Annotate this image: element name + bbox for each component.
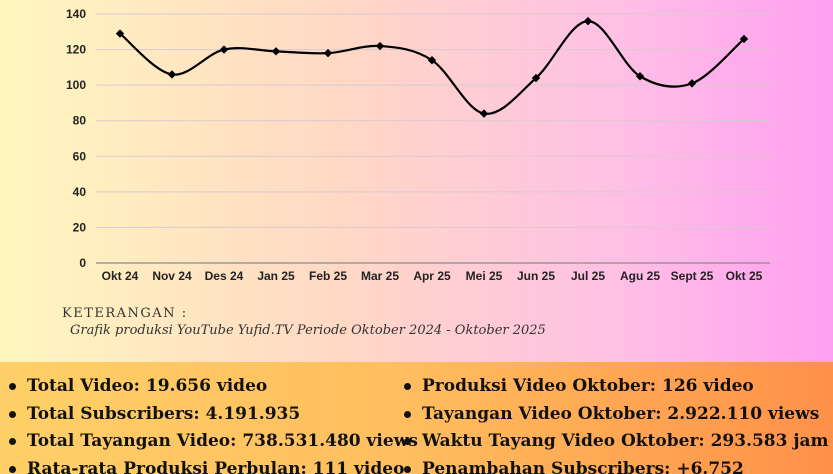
stat-total-views: Total Tayangan Video: 738.531.480 views — [7, 431, 418, 459]
data-point — [635, 72, 645, 81]
stat-avg-monthly-production: Rata-rata Produksi Perbulan: 111 video — [7, 459, 418, 474]
stats-list-right: Produksi Video Oktober: 126 video Tayang… — [402, 376, 829, 474]
y-axis-ticks: 0 20 40 60 80 100 120 140 — [66, 7, 86, 270]
data-point — [531, 73, 541, 83]
y-tick-label: 80 — [73, 114, 87, 128]
x-tick-label: Feb 25 — [309, 269, 347, 283]
data-point — [375, 41, 385, 51]
x-tick-label: Jun 25 — [517, 269, 555, 283]
data-points — [115, 16, 749, 118]
chart-panel: 0 20 40 60 80 100 120 140 Okt 24 Nov 24 Des 24 Jan… — [0, 0, 833, 362]
y-tick-label: 120 — [66, 43, 86, 57]
stat-october-views: Tayangan Video Oktober: 2.922.110 views — [402, 404, 829, 432]
y-tick-label: 20 — [73, 220, 87, 234]
caption-text: Grafik produksi YouTube Yufid.TV Periode… — [70, 323, 546, 338]
x-tick-label: Okt 25 — [726, 269, 763, 283]
line-chart: 0 20 40 60 80 100 120 140 Okt 24 Nov 24 Des 24 Jan… — [66, 7, 770, 283]
data-point — [687, 79, 697, 88]
stat-subscriber-gain: Penambahan Subscribers: +6.752 — [402, 459, 829, 474]
x-axis-ticks: Okt 24 Nov 24 Des 24 Jan 25 Feb 25 Mar 25 Apr … — [102, 269, 763, 283]
stat-october-watch-time: Waktu Tayang Video Oktober: 293.583 jam — [402, 431, 829, 459]
stats-list-left: Total Video: 19.656 video Total Subscrib… — [7, 376, 418, 474]
y-tick-label: 40 — [73, 185, 87, 199]
stats-panel: Total Video: 19.656 video Total Subscrib… — [0, 362, 833, 474]
gridlines — [96, 13, 770, 264]
x-tick-label: Mei 25 — [466, 269, 503, 283]
y-tick-label: 140 — [66, 7, 86, 21]
x-tick-label: Okt 24 — [102, 269, 139, 283]
data-point — [167, 70, 177, 79]
x-tick-label: Mar 25 — [361, 269, 399, 283]
stat-total-video: Total Video: 19.656 video — [7, 376, 418, 404]
y-tick-label: 0 — [79, 256, 86, 270]
stat-october-production: Produksi Video Oktober: 126 video — [402, 376, 829, 404]
chart-caption: KETERANGAN : Grafik produksi YouTube Yuf… — [62, 306, 546, 338]
data-point — [427, 56, 437, 65]
data-point — [219, 45, 229, 54]
caption-title: KETERANGAN : — [62, 306, 188, 321]
x-tick-label: Des 24 — [205, 269, 244, 283]
x-tick-label: Nov 24 — [152, 269, 192, 283]
data-point — [479, 109, 489, 118]
data-point — [583, 16, 593, 26]
stat-total-subscribers: Total Subscribers: 4.191.935 — [7, 404, 418, 432]
data-point — [323, 48, 333, 58]
x-tick-label: Jul 25 — [571, 269, 605, 283]
x-tick-label: Apr 25 — [413, 269, 451, 283]
y-tick-label: 60 — [73, 149, 87, 163]
data-point — [739, 34, 749, 44]
x-tick-label: Sept 25 — [671, 269, 714, 283]
x-tick-label: Agu 25 — [620, 269, 660, 283]
x-tick-label: Jan 25 — [257, 269, 295, 283]
data-point — [271, 47, 281, 56]
y-tick-label: 100 — [66, 78, 86, 92]
series-line — [119, 20, 745, 115]
data-point — [115, 29, 125, 38]
